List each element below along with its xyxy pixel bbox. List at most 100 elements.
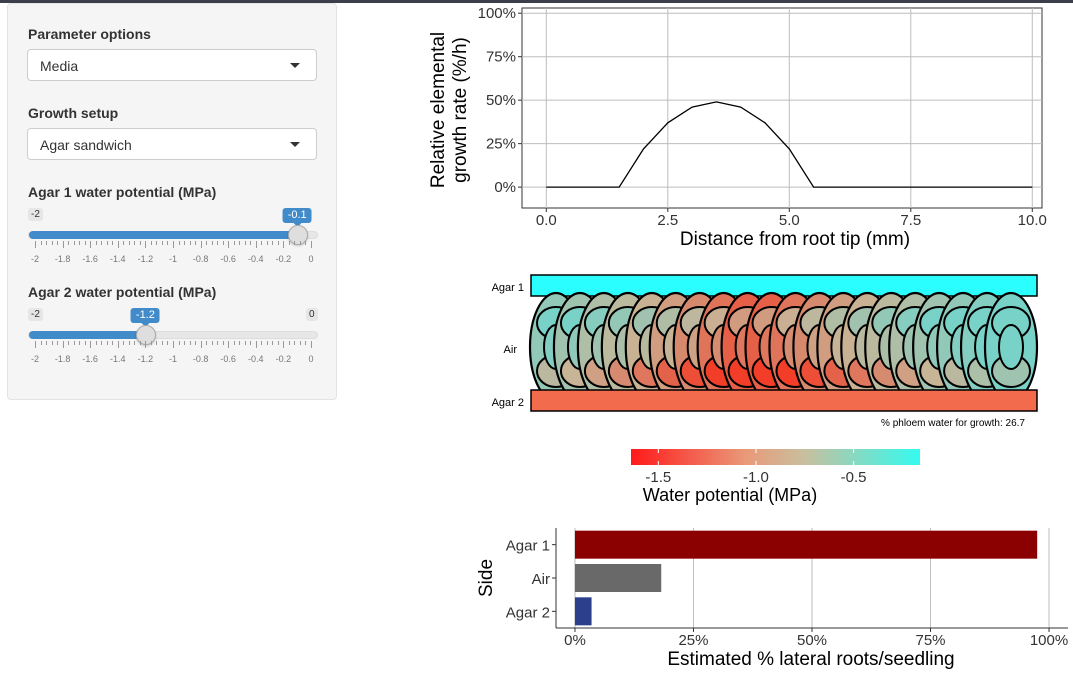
slider-tick bbox=[150, 241, 152, 245]
slider-tick bbox=[95, 341, 97, 345]
slider-tick bbox=[189, 341, 191, 345]
slider-tick bbox=[112, 241, 114, 245]
slider-tick bbox=[311, 341, 312, 348]
growth-rate-ytick-label: 100% bbox=[478, 5, 516, 22]
slider-tick bbox=[272, 241, 274, 245]
agar1-slider-fill bbox=[29, 231, 299, 239]
slider-tick bbox=[84, 241, 86, 245]
lateral-roots-xtick-label: 25% bbox=[678, 632, 708, 649]
slider-tick bbox=[173, 241, 174, 248]
slider-tick bbox=[79, 341, 81, 345]
growth-rate-ytick-label: 25% bbox=[486, 136, 516, 153]
slider-tick-label: -1.4 bbox=[110, 354, 126, 364]
agar2-slider-ticks: -2 -1.8 -1.6 -1.4 -1.2 -1 -0.8 -0.6 -0.4 -0.2 0 bbox=[28, 341, 318, 364]
slider-tick bbox=[255, 241, 257, 248]
slider-tick bbox=[68, 241, 70, 245]
root-cell bbox=[983, 291, 1039, 403]
slider-tick bbox=[112, 341, 114, 345]
slider-tick-label: -1.8 bbox=[54, 254, 71, 264]
slider-tick bbox=[73, 341, 75, 345]
slider-tick bbox=[250, 241, 252, 245]
lateral-roots-ytick-label: Agar 1 bbox=[506, 538, 550, 555]
colorbar-tick-label: -1.5 bbox=[645, 469, 671, 486]
growth-rate-ytick-label: 50% bbox=[486, 92, 516, 109]
slider-tick-label: -0.4 bbox=[248, 254, 264, 264]
growth-setup-select[interactable]: Agar sandwich bbox=[27, 128, 317, 160]
lateral-roots-xtick-label: 50% bbox=[797, 632, 827, 649]
slider-tick bbox=[51, 341, 53, 345]
slider-tick bbox=[46, 241, 48, 245]
growth-rate-ylabel-line2: growth rate (%/h) bbox=[450, 37, 471, 183]
slider-tick bbox=[161, 341, 163, 345]
slider-tick-label: -0.6 bbox=[220, 254, 236, 264]
slider-tick bbox=[161, 241, 163, 245]
lateral-roots-ytick-label: Air bbox=[532, 571, 550, 588]
slider-tick bbox=[101, 341, 103, 345]
slider-tick-label: -0.2 bbox=[275, 254, 292, 264]
growth-setup-label: Growth setup bbox=[28, 105, 119, 121]
slider-tick bbox=[233, 341, 235, 345]
agar2-slider-max: 0 bbox=[306, 308, 318, 321]
lateral-roots-bar bbox=[574, 564, 662, 592]
agar2-slider-track[interactable] bbox=[28, 325, 318, 345]
slider-tick-label: -1.6 bbox=[82, 354, 98, 364]
chevron-down-icon bbox=[290, 63, 300, 68]
slider-tick bbox=[40, 241, 42, 245]
slider-tick bbox=[134, 341, 136, 345]
growth-rate-xlabel: Distance from root tip (mm) bbox=[680, 229, 910, 250]
water-potential-colorbar bbox=[631, 449, 920, 465]
slider-tick bbox=[305, 341, 307, 345]
slider-tick bbox=[101, 241, 103, 245]
agar2-slider-value: -1.2 bbox=[130, 308, 160, 327]
growth-rate-line bbox=[546, 101, 1033, 188]
chevron-down-icon bbox=[290, 142, 300, 147]
agar2-slider-fill bbox=[29, 331, 147, 339]
growth-rate-xtick-label: 2.5 bbox=[657, 212, 678, 229]
slider-tick bbox=[283, 241, 285, 248]
slider-tick bbox=[40, 341, 42, 345]
slider-tick bbox=[266, 241, 268, 245]
slider-tick bbox=[128, 341, 130, 345]
lateral-roots-bar bbox=[574, 597, 592, 626]
slider-tick bbox=[206, 241, 208, 245]
parameter-options-select[interactable]: Media bbox=[27, 49, 317, 81]
slider-tick bbox=[211, 341, 213, 345]
slider-tick bbox=[178, 241, 180, 245]
slider-tick-label: -0.8 bbox=[192, 254, 209, 264]
slider-tick bbox=[95, 241, 97, 245]
slider-tick bbox=[217, 341, 219, 345]
slider-tick-label: -1 bbox=[168, 354, 178, 364]
side-label-air: Air bbox=[504, 344, 518, 356]
slider-tick bbox=[277, 341, 279, 345]
slider-tick bbox=[305, 241, 307, 245]
agar1-slider-track[interactable] bbox=[28, 225, 318, 245]
parameter-options-label: Parameter options bbox=[28, 26, 151, 42]
slider-tick bbox=[244, 241, 246, 245]
growth-rate-plot-frame bbox=[521, 7, 1043, 209]
agar1-slider-value: -0.1 bbox=[282, 208, 312, 227]
slider-tick-label: -0.8 bbox=[192, 354, 209, 364]
slider-tick bbox=[233, 241, 235, 245]
slider-tick bbox=[62, 341, 64, 348]
slider-tick bbox=[299, 341, 301, 345]
slider-tick-label: -1.6 bbox=[82, 254, 98, 264]
growth-setup-value: Agar sandwich bbox=[40, 137, 132, 153]
agar1-slider-handle[interactable] bbox=[288, 225, 309, 245]
side-label-agar2: Agar 2 bbox=[492, 397, 524, 409]
slider-tick-label: 0 bbox=[308, 254, 314, 264]
slider-tick bbox=[288, 341, 290, 345]
slider-tick bbox=[239, 241, 241, 245]
slider-tick bbox=[222, 341, 224, 345]
slider-tick bbox=[294, 241, 296, 245]
slider-tick bbox=[139, 341, 141, 345]
slider-tick bbox=[167, 241, 169, 245]
slider-tick bbox=[51, 241, 53, 245]
lateral-roots-xtick-label: 100% bbox=[1030, 632, 1068, 649]
slider-tick-label: -2 bbox=[30, 354, 40, 364]
growth-rate-grid bbox=[522, 8, 1042, 208]
agar2-slider-handle[interactable] bbox=[136, 325, 157, 345]
slider-tick bbox=[244, 341, 246, 345]
slider-tick bbox=[195, 241, 197, 245]
slider-tick bbox=[134, 241, 136, 245]
slider-tick bbox=[145, 241, 147, 248]
